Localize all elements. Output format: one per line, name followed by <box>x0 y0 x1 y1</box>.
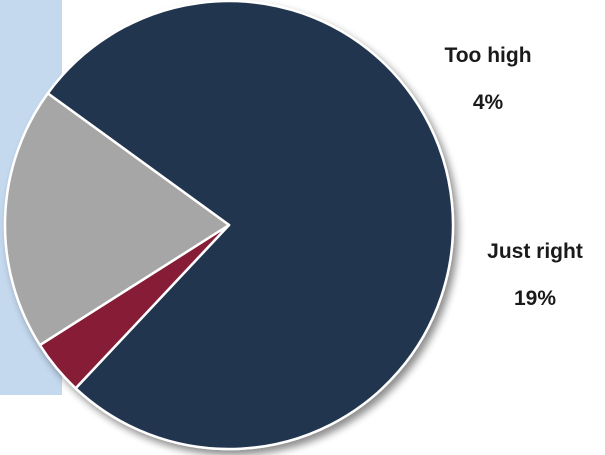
slice-just-right <box>3 92 231 347</box>
slice-value-too-high: 4% <box>473 91 504 114</box>
slice-label-just-right: Just right <box>487 240 583 263</box>
label-just-right: Just right 19% <box>487 240 583 310</box>
slice-main <box>46 0 455 451</box>
slice-label-too-high: Too high <box>444 44 531 67</box>
pie-slices <box>3 0 455 451</box>
label-too-high: Too high 4% <box>444 44 531 114</box>
slice-value-just-right: 19% <box>514 287 556 310</box>
